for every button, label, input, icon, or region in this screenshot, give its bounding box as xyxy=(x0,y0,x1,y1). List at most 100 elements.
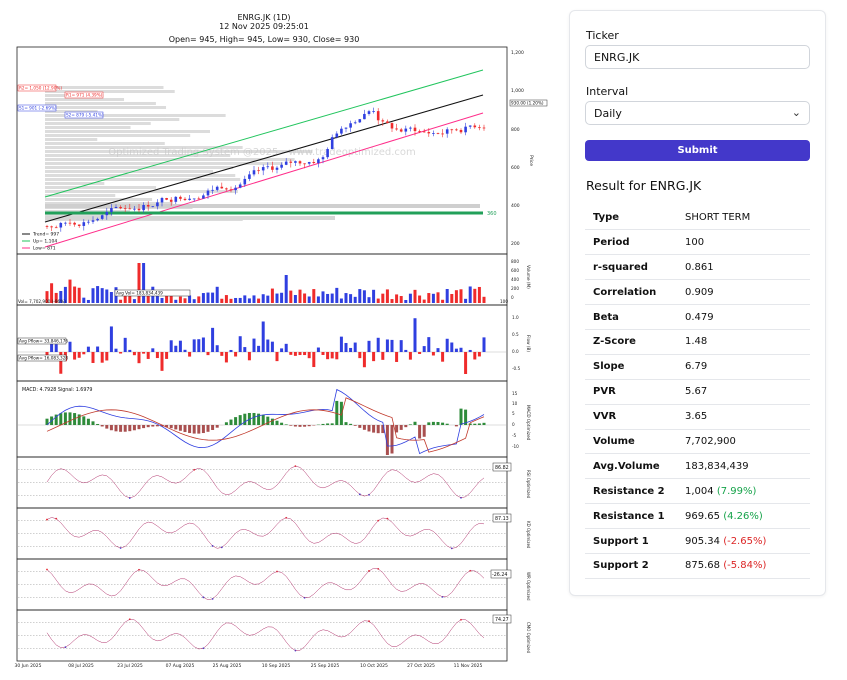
macd-hist-bar xyxy=(441,422,445,425)
volume-bar xyxy=(257,298,261,303)
ticker-label: Ticker xyxy=(586,29,619,42)
flow-bar xyxy=(293,352,297,356)
flow-bars xyxy=(45,318,486,375)
volume-bar xyxy=(422,299,426,303)
candle-body xyxy=(455,129,458,131)
macd-hist-bar xyxy=(192,425,196,434)
volume-bar xyxy=(344,293,348,303)
chart-svg: ENRG.JK (1D) 12 Nov 2025 09:25:01 Open= … xyxy=(14,13,548,669)
candle-body xyxy=(50,226,53,228)
flow-tick: -0.5 xyxy=(512,366,521,371)
result-value: 7,702,900 xyxy=(685,435,736,447)
candle-body xyxy=(280,164,283,168)
candle-body xyxy=(289,161,293,163)
flow-label-2: Avg Pflow= 16,083,328 xyxy=(19,356,68,361)
candle-body xyxy=(169,199,173,202)
interval-select-value: Daily xyxy=(594,107,622,120)
macd-hist-bar xyxy=(178,425,182,431)
volume-bar xyxy=(293,294,297,303)
result-row: PVR 5.67 xyxy=(585,379,810,405)
flow-bar xyxy=(178,340,182,352)
volume-bar xyxy=(96,286,100,303)
x-axis: 30 Jun 2025 08 Jul 2025 23 Jul 2025 07 Aug … xyxy=(14,663,482,669)
rsi-value: 86.82 xyxy=(495,465,509,471)
ticker-input[interactable]: ENRG.JK xyxy=(585,45,810,69)
flow-bar xyxy=(418,352,422,354)
result-row: VVR 3.65 xyxy=(585,404,810,430)
candle-body xyxy=(427,132,431,134)
volume-bar xyxy=(280,292,284,303)
flow-bar xyxy=(114,348,118,352)
macd-hist-bar xyxy=(321,423,325,425)
osc-line xyxy=(46,619,485,651)
result-pct: (-5.84%) xyxy=(723,560,767,572)
result-row: Beta 0.479 xyxy=(585,304,810,330)
flow-tick: 0.5 xyxy=(512,332,519,337)
volume-bar xyxy=(303,293,307,303)
volume-bar xyxy=(358,289,362,303)
macd-hist-bar xyxy=(151,425,155,427)
volume-bar xyxy=(408,293,412,303)
volume-profile-bar xyxy=(45,204,480,208)
flow-bar xyxy=(307,352,311,359)
result-value: 905.34 xyxy=(685,535,720,547)
candle-body xyxy=(363,113,366,120)
macd-hist-bar xyxy=(335,400,339,425)
flow-bar xyxy=(86,346,90,352)
result-value-cell: 5.67 xyxy=(685,379,810,405)
flow-bar xyxy=(77,352,81,358)
macd-hist-bar xyxy=(68,412,72,425)
macd-hist-bar xyxy=(303,425,307,427)
candle-body xyxy=(238,184,242,188)
flow-bar xyxy=(266,339,270,352)
macd-hist-bar xyxy=(261,414,265,425)
volume-bar xyxy=(436,292,440,303)
chevron-down-icon: ⌄ xyxy=(791,106,801,119)
flow-bar xyxy=(422,346,426,352)
macd-hist-bar xyxy=(326,423,330,425)
candle-body xyxy=(179,196,182,199)
candle-body xyxy=(211,189,214,191)
volume-bar xyxy=(119,299,123,303)
rsi-axis-label: RSI Optimized xyxy=(526,470,531,499)
candle-body xyxy=(326,149,329,158)
candle-body xyxy=(192,198,196,200)
volume-bar xyxy=(132,299,136,303)
result-value: 0.861 xyxy=(685,261,714,273)
price-tick: 600 xyxy=(511,165,520,171)
volume-last: 100 xyxy=(500,299,508,304)
candle-body xyxy=(248,174,251,179)
volume-bar xyxy=(376,298,380,303)
flow-bar xyxy=(257,345,261,352)
volume-bar xyxy=(367,297,371,303)
flow-bar xyxy=(321,352,325,355)
volume-bar xyxy=(385,289,389,303)
result-row: Volume 7,702,900 xyxy=(585,429,810,455)
macd-hist-bar xyxy=(395,425,399,433)
result-row: Z-Score 1.48 xyxy=(585,329,810,355)
candle-body xyxy=(206,190,210,196)
submit-button[interactable]: Submit xyxy=(585,140,810,161)
macd-hist-bar xyxy=(91,421,95,425)
flow-bar xyxy=(91,352,95,363)
result-value-cell: 0.479 xyxy=(685,304,810,330)
candle-body xyxy=(252,170,256,175)
candle-body xyxy=(376,111,380,121)
result-row: Avg.Volume 183,834,439 xyxy=(585,453,810,480)
volume-profile-bar xyxy=(45,86,164,89)
flow-bar xyxy=(146,352,150,359)
price-axis-label: Price xyxy=(528,155,534,166)
candle-body xyxy=(197,198,201,200)
macd-hist-bar xyxy=(128,425,132,432)
flow-bar xyxy=(358,352,362,359)
result-value: 3.65 xyxy=(685,411,708,423)
result-key: r-squared xyxy=(585,254,685,281)
flow-bar xyxy=(445,338,449,352)
flow-bar xyxy=(408,352,412,360)
interval-select[interactable]: Daily ⌄ xyxy=(585,101,810,125)
volume-bar xyxy=(399,296,403,303)
candle-body xyxy=(105,211,109,216)
result-value-cell: 100 xyxy=(685,229,810,256)
macd-hist-bar xyxy=(54,414,58,425)
result-value: 100 xyxy=(685,236,705,248)
